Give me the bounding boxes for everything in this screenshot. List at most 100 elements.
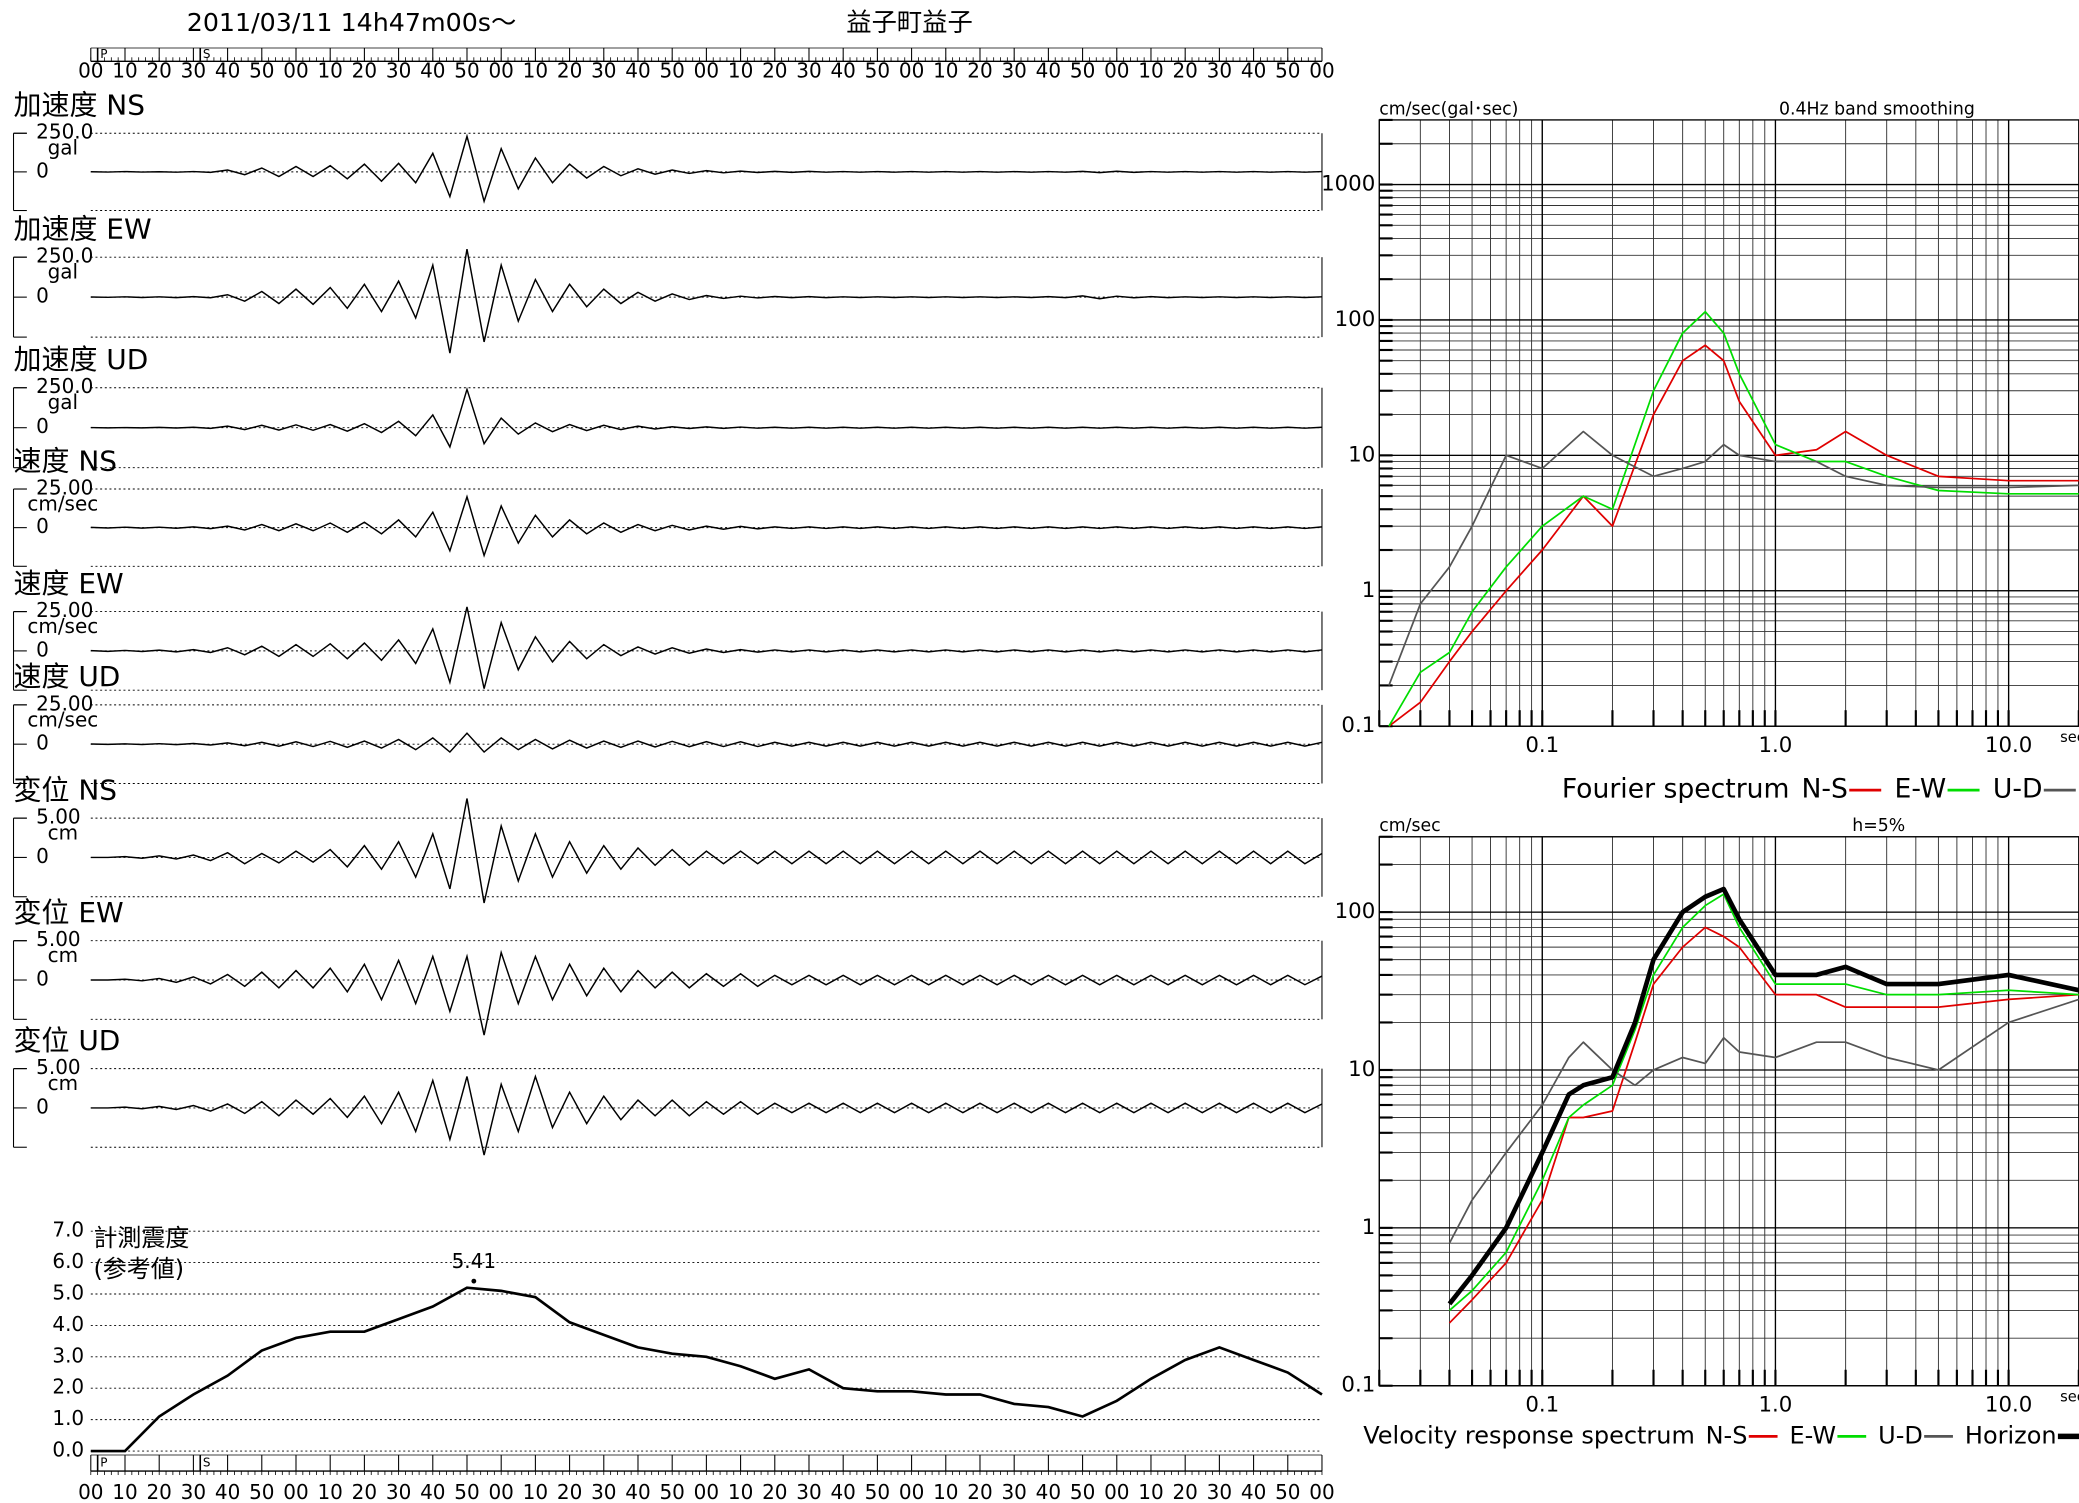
x-tick-label: 20 — [146, 1480, 171, 1503]
x-tick-label: 00 — [78, 58, 103, 82]
x-tick-label: 30 — [1207, 1480, 1232, 1503]
x-tick-label: 40 — [215, 1480, 240, 1503]
panel-label: 変位 EW — [14, 896, 124, 929]
unit-label: gal — [48, 260, 78, 284]
y-tick-label: 250.0 — [36, 244, 93, 268]
phase-label: P — [100, 47, 107, 61]
waveform — [90, 133, 1323, 204]
x-tick-label: 40 — [420, 1480, 445, 1503]
phase-label: S — [203, 1456, 211, 1470]
x-tick-label: 50 — [865, 58, 890, 82]
y-tick-label: 25.00 — [36, 476, 93, 500]
x-tick-label: 30 — [796, 58, 821, 82]
y-tick-label: 0.0 — [52, 1438, 84, 1462]
legend-label: U-D — [1993, 774, 2043, 805]
waveform — [90, 386, 1323, 449]
unit-label: cm — [48, 943, 78, 967]
y-tick-label: 0.1 — [1341, 713, 1375, 738]
x-tick-label: 00 — [1309, 1480, 1334, 1503]
y-tick-label: 100 — [1335, 307, 1376, 332]
y-tick-label: 0 — [36, 514, 49, 538]
intensity-title: 計測震度 — [93, 1224, 189, 1252]
y-tick-label: 10 — [1348, 442, 1375, 467]
y-tick-label: 1000 — [1321, 172, 1375, 197]
spectrum-line — [1388, 310, 2079, 727]
y-tick-label: 0 — [36, 414, 49, 438]
x-tick-label: 00 — [283, 58, 308, 82]
record-title: 2011/03/11 14h47m00s〜 — [187, 8, 517, 37]
x-tick-label: 0.1 — [1525, 1393, 1559, 1418]
x-tick-label: 10 — [728, 58, 753, 82]
x-tick-label: 20 — [762, 58, 787, 82]
y-tick-label: 0 — [36, 844, 49, 868]
y-tick-label: 5.00 — [36, 1055, 80, 1079]
y-tick-label: 1.0 — [52, 1406, 84, 1430]
x-tick-label: 10 — [1138, 58, 1163, 82]
x-tick-label: 20 — [967, 58, 992, 82]
y-tick-label: 6.0 — [52, 1249, 84, 1273]
peak-label: 5.41 — [452, 1249, 496, 1273]
y-tick-label: 5.0 — [52, 1280, 84, 1304]
x-tick-label: 40 — [1241, 1480, 1266, 1503]
x-tick-label: 40 — [830, 1480, 855, 1503]
chart-note: 0.4Hz band smoothing — [1779, 99, 1975, 119]
y-tick-label: 250.0 — [36, 374, 93, 398]
panel-label: 速度 EW — [14, 567, 124, 600]
x-tick-label: 00 — [1104, 1480, 1129, 1503]
unit-label: gal — [48, 136, 78, 160]
x-tick-label: 50 — [454, 1480, 479, 1503]
waveform — [90, 249, 1323, 354]
y-tick-label: 0 — [36, 284, 49, 308]
x-tick-label: 40 — [830, 58, 855, 82]
waveform — [90, 949, 1323, 1036]
spectrum-line — [1448, 893, 2079, 1312]
x-tick-label: 00 — [694, 58, 719, 82]
x-tick-label: 20 — [1172, 58, 1197, 82]
x-tick-label: 00 — [488, 1480, 513, 1503]
spectrum-line — [1448, 926, 2079, 1324]
unit-label: cm/sec — [27, 614, 98, 638]
panel-label: 変位 NS — [14, 773, 118, 806]
y-tick-label: 4.0 — [52, 1312, 84, 1336]
x-tick-label: 20 — [352, 58, 377, 82]
y-tick-label: 25.00 — [36, 691, 93, 715]
y-tick-label: 5.00 — [36, 805, 80, 829]
x-tick-label: 30 — [591, 58, 616, 82]
x-tick-label: 00 — [1104, 58, 1129, 82]
x-tick-label: 20 — [1172, 1480, 1197, 1503]
x-tick-label: 10 — [317, 58, 342, 82]
x-tick-label: 10 — [523, 1480, 548, 1503]
unit-label: gal — [48, 390, 78, 414]
y-tick-label: 25.00 — [36, 598, 93, 622]
x-tick-label: 50 — [249, 58, 274, 82]
spectrum-line — [1388, 430, 2079, 686]
x-tick-label: 40 — [215, 58, 240, 82]
x-axis-unit: sec — [2060, 729, 2079, 746]
panel-label: 変位 UD — [14, 1024, 121, 1057]
x-tick-label: 10 — [112, 58, 137, 82]
panel-label: 加速度 NS — [14, 89, 145, 122]
x-tick-label: 30 — [796, 1480, 821, 1503]
x-tick-label: 00 — [694, 1480, 719, 1503]
y-tick-label: 100 — [1335, 899, 1376, 924]
x-tick-label: 00 — [283, 1480, 308, 1503]
x-tick-label: 50 — [249, 1480, 274, 1503]
y-tick-label: 0 — [36, 967, 49, 991]
spectrum-line — [1388, 344, 2079, 727]
unit-label: cm/sec — [27, 491, 98, 515]
x-tick-label: 50 — [1070, 58, 1095, 82]
legend-title: Velocity response spectrum — [1363, 1421, 1695, 1449]
x-tick-label: 50 — [1070, 1480, 1095, 1503]
panel-label: 速度 NS — [14, 444, 118, 477]
x-tick-label: 30 — [181, 58, 206, 82]
legend-label: N-S — [1801, 774, 1847, 805]
x-tick-label: 10 — [112, 1480, 137, 1503]
x-tick-label: 10 — [933, 58, 958, 82]
legend-label: U-D — [1878, 1421, 1923, 1449]
x-tick-label: 20 — [557, 1480, 582, 1503]
y-tick-label: 250.0 — [36, 120, 93, 144]
x-tick-label: 30 — [591, 1480, 616, 1503]
x-tick-label: 00 — [1309, 58, 1334, 82]
panel-label: 加速度 UD — [14, 343, 149, 376]
